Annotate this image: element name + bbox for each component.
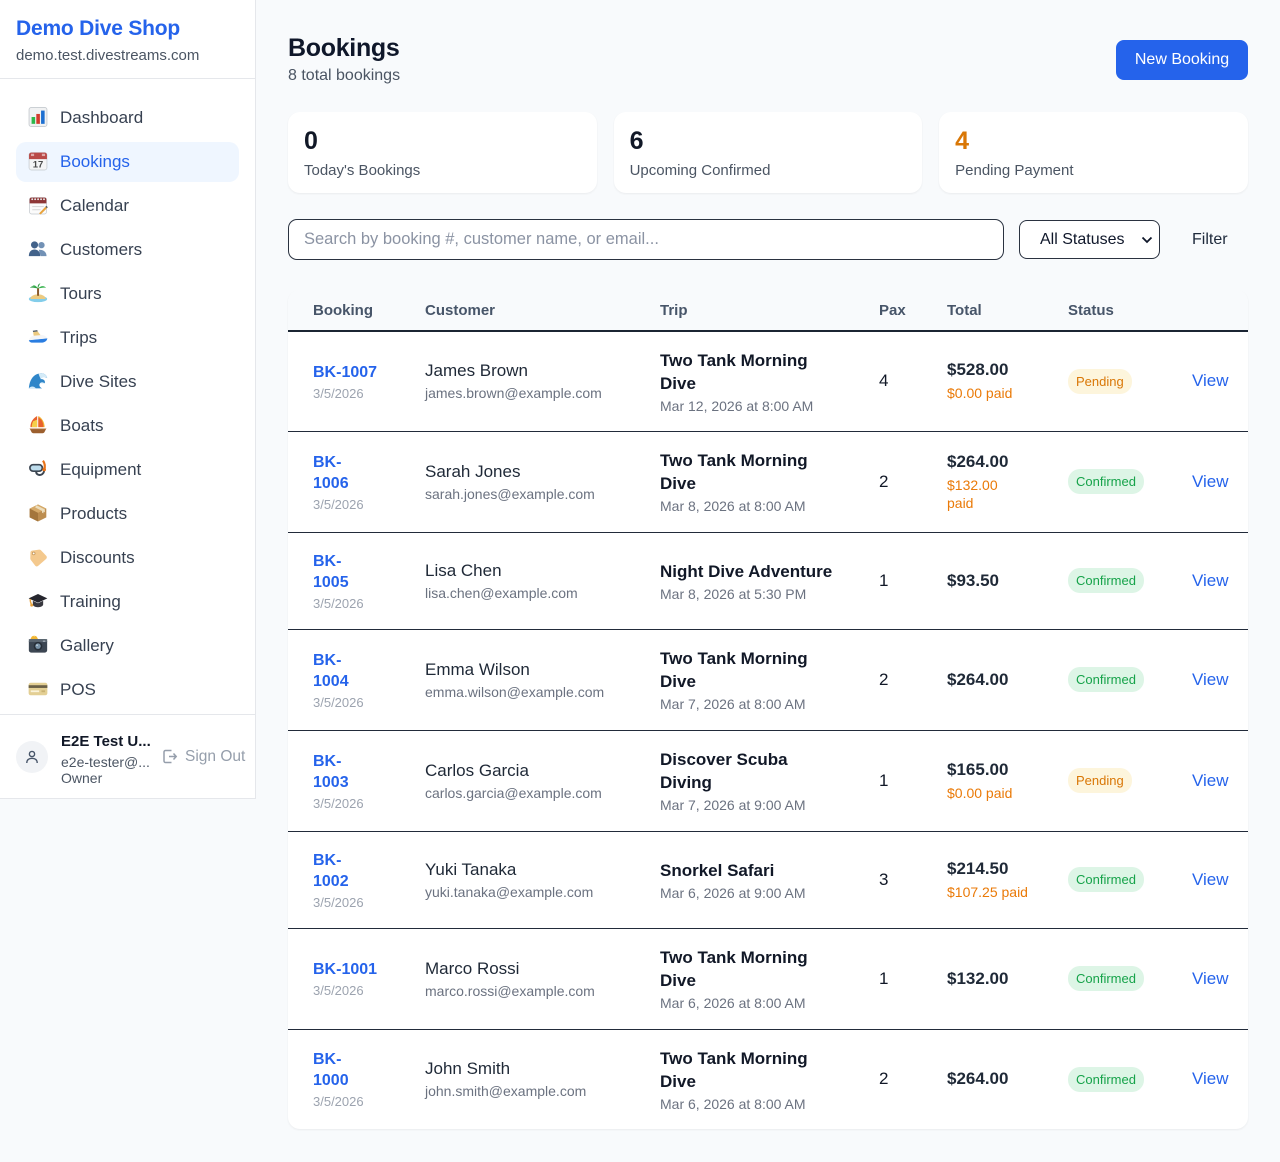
svg-text:17: 17	[33, 159, 44, 170]
